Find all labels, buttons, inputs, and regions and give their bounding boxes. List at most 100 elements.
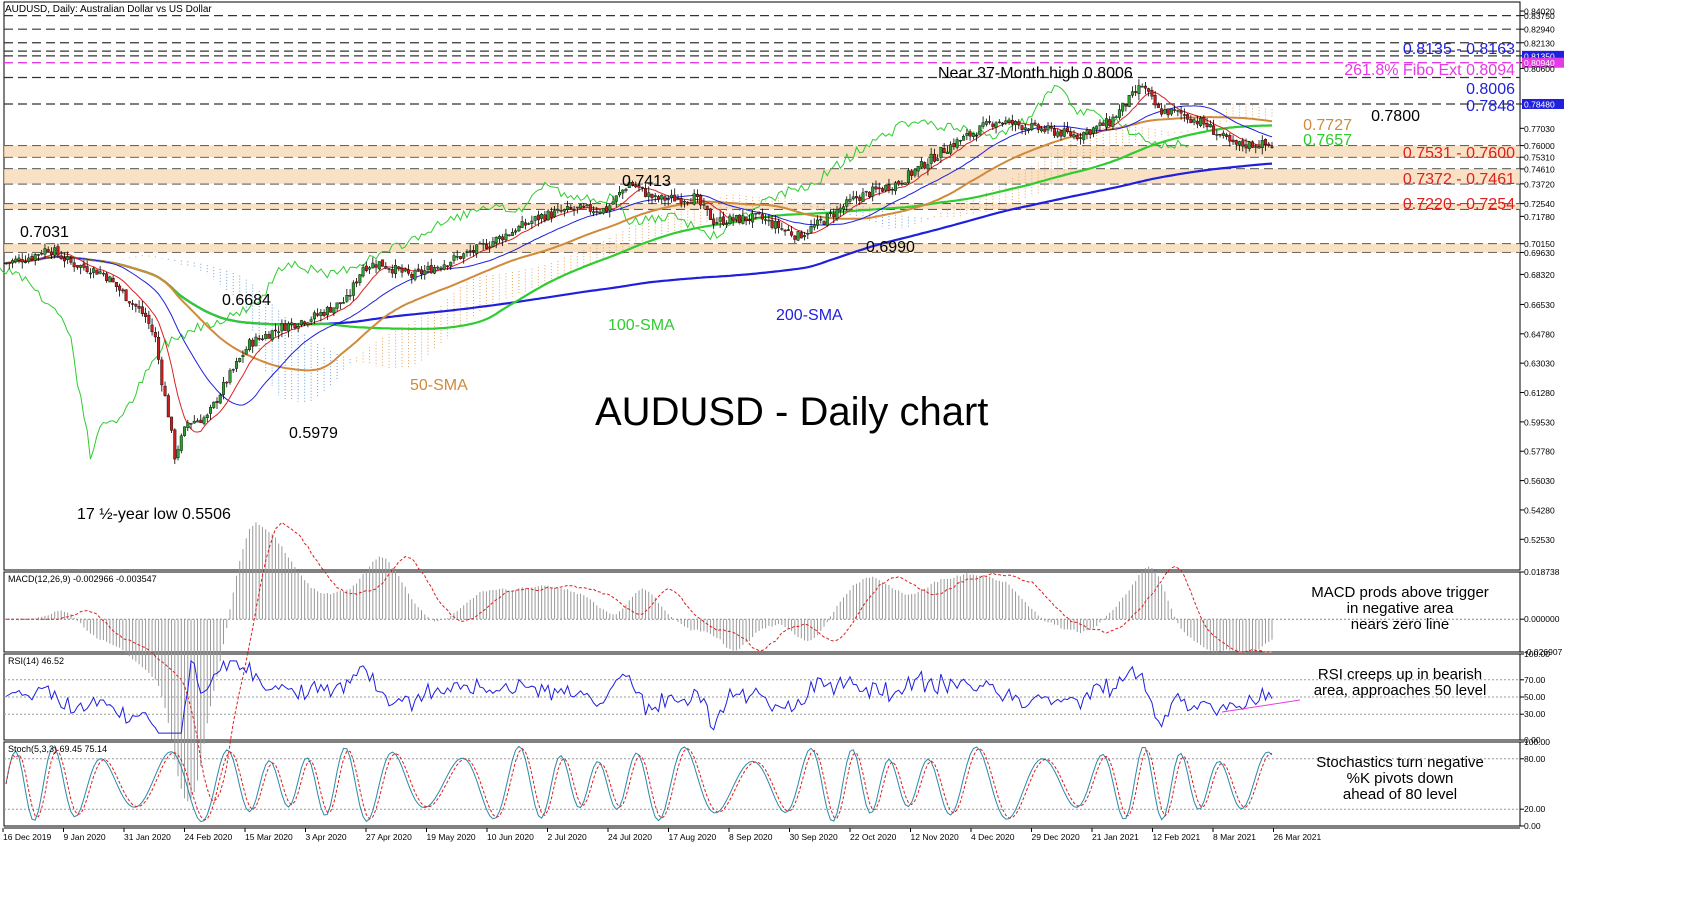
candle-body: [572, 208, 576, 211]
candle-body: [582, 205, 586, 208]
candle-body: [1101, 122, 1105, 126]
annotation-label: 200-SMA: [776, 307, 843, 324]
candle-body: [799, 232, 803, 239]
candle-body: [663, 196, 667, 201]
candle-body: [27, 257, 31, 262]
candle-body: [643, 188, 647, 197]
candle-body: [1150, 90, 1154, 97]
candle-body: [1231, 139, 1235, 143]
candle-body: [634, 184, 638, 188]
price-tick-label: 0.64780: [1524, 329, 1555, 339]
candle-body: [656, 196, 660, 200]
candle-body: [1030, 123, 1034, 131]
candle-body: [673, 194, 677, 202]
price-tick-label: 0.82940: [1524, 25, 1555, 35]
candle-body: [751, 213, 755, 223]
candle-body: [338, 302, 342, 305]
stoch-k-line: [5, 745, 1273, 823]
annotation-label: Near 37-Month high 0.8006: [938, 65, 1133, 82]
pane-header: RSI(14) 46.52: [8, 656, 64, 666]
candle-body: [819, 218, 823, 221]
candle-body: [702, 204, 706, 206]
candle-body: [98, 271, 102, 274]
candle-body: [790, 231, 794, 236]
candle-body: [1186, 114, 1190, 120]
candle-body: [988, 121, 992, 123]
candle-body: [413, 270, 417, 280]
support-zone: [4, 203, 1520, 210]
candle-body: [134, 303, 138, 307]
candle-body: [770, 220, 774, 228]
pane-note: RSI creeps up in bearish: [1318, 666, 1482, 683]
candle-body: [88, 272, 92, 275]
candle-body: [1238, 141, 1242, 146]
candle-body: [978, 125, 982, 136]
pane-tick-label: 0.000000: [1524, 614, 1560, 624]
candle-body: [767, 219, 771, 222]
candle-body: [1215, 134, 1219, 136]
candle-body: [517, 226, 521, 232]
candle-body: [277, 331, 281, 333]
candle-body: [1082, 132, 1086, 140]
pane-note: in negative area: [1347, 600, 1454, 617]
candle-body: [257, 337, 261, 340]
candle-body: [247, 339, 251, 351]
candle-body: [475, 244, 479, 254]
x-tick-label: 24 Jul 2020: [608, 832, 652, 842]
candle-body: [708, 208, 712, 220]
candle-body: [991, 123, 995, 127]
pane-tick-label: 20.00: [1524, 804, 1546, 814]
candle-body: [1095, 125, 1099, 130]
candle-body: [20, 259, 24, 263]
candle-body: [196, 420, 200, 423]
candle-body: [332, 307, 336, 314]
candle-body: [887, 184, 891, 191]
candle-body: [533, 216, 537, 221]
annotation-label: 0.8006: [1466, 81, 1515, 98]
candle-body: [653, 195, 657, 197]
candle-body: [1059, 130, 1063, 137]
candle-body: [809, 226, 813, 233]
price-tick-label: 0.77030: [1524, 124, 1555, 134]
kijun-line: [5, 105, 1273, 406]
candle-body: [33, 253, 37, 261]
candle-body: [501, 236, 505, 241]
chart-title: AUDUSD - Daily chart: [595, 390, 988, 434]
candle-body: [43, 248, 47, 255]
pane-header: Stoch(5,3,3) 69.45 75.14: [8, 744, 107, 754]
candle-body: [348, 295, 352, 297]
pane-header: MACD(12,26,9) -0.002966 -0.003547: [8, 574, 157, 584]
candle-body: [1078, 137, 1082, 139]
candle-body: [825, 213, 829, 226]
candle-body: [1270, 146, 1274, 148]
price-tick-label: 0.63030: [1524, 359, 1555, 369]
candle-body: [241, 355, 245, 358]
candle-body: [932, 153, 936, 162]
candle-body: [614, 195, 618, 202]
candle-body: [442, 264, 446, 270]
candle-body: [267, 334, 271, 339]
x-tick-label: 10 Jun 2020: [487, 832, 534, 842]
candle-body: [592, 211, 596, 214]
candle-body: [14, 258, 18, 263]
candle-body: [137, 306, 141, 309]
candle-body: [530, 220, 534, 224]
candle-body: [692, 193, 696, 205]
candle-body: [56, 246, 60, 256]
candle-body: [1040, 128, 1044, 132]
candle-body: [712, 218, 716, 225]
candle-body: [1121, 102, 1125, 112]
candle-body: [900, 182, 904, 185]
candle-body: [744, 216, 748, 221]
support-zone: [4, 145, 1520, 158]
candle-body: [394, 265, 398, 274]
candle-body: [351, 282, 355, 296]
price-tick-label: 0.72540: [1524, 199, 1555, 209]
candle-body: [147, 314, 151, 324]
tenkan-line: [5, 91, 1273, 433]
candle-body: [186, 422, 190, 428]
candle-body: [105, 273, 109, 282]
candle-body: [777, 220, 781, 229]
candle-body: [221, 382, 225, 395]
candle-body: [1221, 132, 1225, 136]
